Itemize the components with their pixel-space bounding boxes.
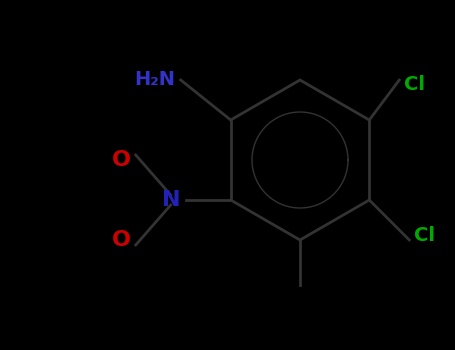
Text: Cl: Cl bbox=[404, 75, 425, 94]
Text: O: O bbox=[112, 230, 131, 250]
Text: N: N bbox=[162, 190, 181, 210]
Text: H₂N: H₂N bbox=[135, 70, 176, 89]
Text: Cl: Cl bbox=[415, 226, 435, 245]
Text: O: O bbox=[112, 150, 131, 170]
